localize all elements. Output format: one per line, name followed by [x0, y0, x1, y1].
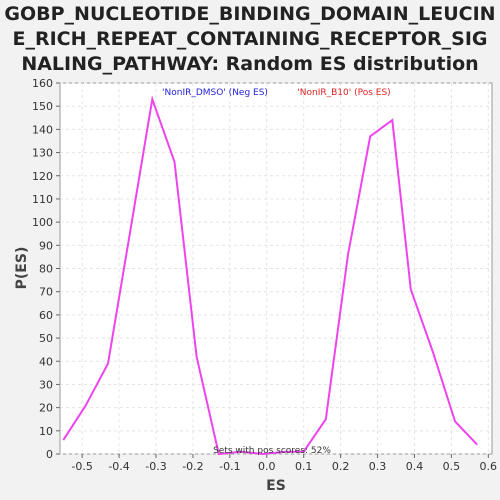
- y-axis-label: P(ES): [14, 247, 30, 290]
- y-tick-label: 160: [32, 77, 53, 90]
- x-gridlines: [81, 83, 489, 454]
- x-axis-ticks: -0.5 -0.4 -0.3 -0.2 -0.1 0.0 0.1 0.2 0.3 0.4 0.5 0.…: [71, 454, 497, 473]
- chart-title-line-1: GOBP_NUCLEOTIDE_BINDING_DOMAIN_LEUCIN: [4, 3, 496, 25]
- y-tick-label: 90: [39, 239, 53, 252]
- x-tick-label: -0.5: [71, 460, 92, 473]
- y-tick-label: 110: [32, 193, 53, 206]
- chart-title-line-3: NALING_PATHWAY: Random ES distribution: [21, 53, 479, 75]
- x-tick-label: 0.3: [369, 460, 387, 473]
- x-tick-label: 0.0: [258, 460, 276, 473]
- y-tick-label: 100: [32, 216, 53, 229]
- chart-title-line-2: E_RICH_REPEAT_CONTAINING_RECEPTOR_SIG: [12, 28, 488, 50]
- pos-es-label: 'NonIR_B10' (Pos ES): [297, 88, 390, 98]
- x-tick-label: 0.1: [295, 460, 313, 473]
- x-tick-label: 0.4: [406, 460, 424, 473]
- y-tick-label: 40: [39, 355, 53, 368]
- x-tick-label: 0.2: [332, 460, 350, 473]
- y-tick-label: 10: [39, 425, 53, 438]
- pos-scores-note: Sets with pos scores: 52%: [213, 446, 331, 456]
- x-tick-label: -0.4: [108, 460, 129, 473]
- x-axis-label: ES: [266, 478, 286, 494]
- y-tick-label: 120: [32, 170, 53, 183]
- x-tick-label: -0.1: [219, 460, 240, 473]
- y-tick-label: 60: [39, 309, 53, 322]
- y-tick-label: 50: [39, 332, 53, 345]
- y-tick-label: 20: [39, 402, 53, 415]
- y-tick-label: 80: [39, 263, 53, 276]
- x-tick-label: 0.5: [443, 460, 461, 473]
- y-tick-label: 130: [32, 147, 53, 160]
- y-tick-label: 140: [32, 123, 53, 136]
- y-tick-label: 70: [39, 286, 53, 299]
- y-gridlines: [60, 82, 492, 455]
- y-tick-label: 0: [46, 448, 53, 461]
- x-tick-label: -0.3: [145, 460, 166, 473]
- series-line: [62, 95, 478, 456]
- x-tick-label: -0.2: [182, 460, 203, 473]
- neg-es-label: 'NonIR_DMSO' (Neg ES): [162, 88, 268, 98]
- x-tick-label: 0.6: [480, 460, 498, 473]
- y-tick-label: 30: [39, 378, 53, 391]
- y-axis-ticks: 0 10 20 30 40 50 60 70 80 90 100 110 120 130 140 150 160: [32, 77, 60, 461]
- y-tick-label: 150: [32, 100, 53, 113]
